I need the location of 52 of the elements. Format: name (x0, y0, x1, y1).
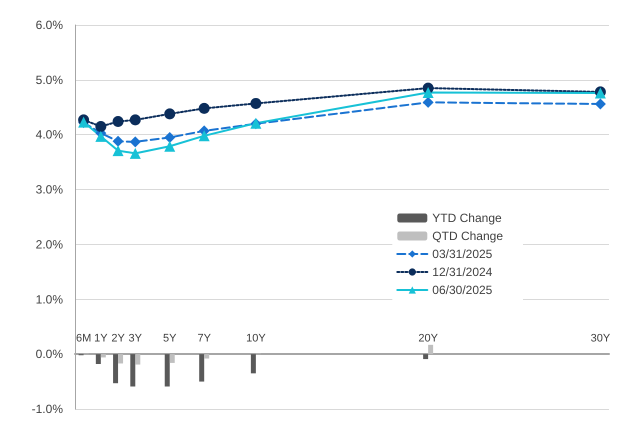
x-tick-label: 10Y (246, 332, 266, 344)
point (112, 145, 124, 156)
point (112, 116, 124, 128)
x-tick-label: 1Y (94, 332, 108, 344)
y-tick-label: -1.0% (32, 402, 64, 416)
y-tick-label: 0.0% (36, 347, 64, 362)
y-tick-label: 1.0% (36, 292, 64, 306)
point (164, 140, 176, 152)
legend-label: QTD Change (432, 229, 504, 243)
point (112, 136, 124, 147)
point (130, 148, 141, 159)
bar (199, 354, 204, 382)
x-tick-label: 2Y (111, 332, 126, 344)
bar (423, 354, 428, 360)
x-tick-label: 3Y (128, 332, 143, 344)
bar (428, 344, 434, 354)
point (198, 130, 210, 142)
x-tick-label: 6M (76, 332, 92, 344)
legend-label: YTD Change (432, 211, 502, 225)
x-tick-label: 20Y (418, 332, 439, 344)
point (250, 98, 262, 109)
bar (164, 354, 170, 387)
point (130, 136, 141, 148)
point (594, 98, 606, 110)
y-tick-label: 6.0% (36, 18, 64, 32)
point (164, 132, 176, 143)
y-tick-label: 3.0% (36, 182, 64, 197)
y-tick-label: 4.0% (36, 128, 64, 142)
point (422, 96, 434, 108)
legend-label: 06/30/2025 (432, 283, 493, 297)
bar (135, 354, 140, 365)
legend-label: 12/31/2024 (432, 265, 493, 279)
point (130, 114, 141, 126)
x-tick-label: 5Y (163, 332, 178, 344)
bar (250, 354, 256, 374)
x-tick-label: 7Y (197, 332, 212, 344)
bar (118, 354, 124, 364)
point (164, 108, 176, 120)
bar (130, 354, 136, 387)
point (198, 102, 210, 114)
bar (96, 354, 101, 364)
bar (100, 354, 106, 358)
point (95, 130, 106, 142)
bar (170, 354, 175, 363)
legend-label: 03/31/2025 (432, 247, 493, 261)
bar (204, 354, 210, 359)
y-tick-label: 5.0% (36, 72, 64, 87)
point (422, 86, 434, 98)
bar (113, 354, 118, 384)
x-tick-label: 30Y (590, 332, 611, 344)
point (95, 120, 106, 132)
y-tick-label: 2.0% (36, 237, 64, 252)
